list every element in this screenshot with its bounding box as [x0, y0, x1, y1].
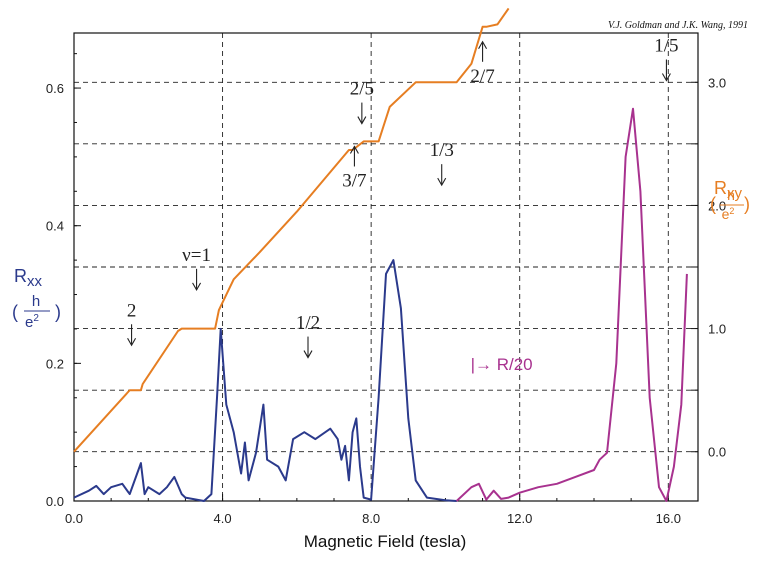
- series-line-rxy: [73, 7, 510, 453]
- x-tick-label: 8.0: [362, 511, 380, 526]
- svg-text:(: (: [710, 194, 716, 214]
- axis-ticks: 0.0 4.0 8.0 12.0 16.0 0.0 0.2 0.4 0.6 0.0 1.0 2.0 3.…: [46, 53, 726, 526]
- left-tick-label: 0.6: [46, 81, 64, 96]
- right-axis-label-sub: xy: [727, 185, 743, 202]
- annotations: 2 ν=1 1/2 3/7 2/5 1/3 2/7 1/5 |→ R/20: [127, 35, 679, 374]
- annotation-label: |→ R/20: [471, 355, 533, 374]
- annotation-arrowhead: [303, 350, 313, 359]
- svg-text:e2: e2: [722, 206, 735, 222]
- annotation-arrowhead: [437, 177, 447, 187]
- svg-text:(: (: [12, 302, 18, 322]
- annotation-label: 1/5: [654, 35, 678, 56]
- left-axis-label-sub: xx: [27, 273, 43, 290]
- x-axis-label: Magnetic Field (tesla): [304, 532, 467, 551]
- annotation-label: 2/7: [470, 66, 494, 87]
- right-tick-label: 2.0: [708, 198, 726, 213]
- left-tick-label: 0.2: [46, 356, 64, 371]
- right-tick-label: 1.0: [708, 322, 726, 337]
- annotation-label: 2: [127, 300, 137, 321]
- left-axis-unit-num: h: [32, 293, 40, 310]
- right-tick-label: 3.0: [708, 75, 726, 90]
- left-axis-unit-exp: 2: [33, 313, 39, 324]
- annotation-label: 1/2: [296, 313, 320, 334]
- svg-text:): ): [744, 194, 750, 214]
- series-line-r-20: [455, 107, 688, 502]
- svg-text:): ): [55, 302, 61, 322]
- right-axis-label: Rxy ( ) h e2: [710, 178, 750, 222]
- left-axis-unit-den: e: [25, 314, 33, 331]
- left-axis-label-main: R: [14, 266, 27, 286]
- left-axis-label: Rxx ( ) h e2: [12, 266, 61, 331]
- grid-lines: [74, 33, 698, 501]
- series-line-rxx: [73, 259, 457, 502]
- annotation-arrowhead: [127, 337, 137, 347]
- right-axis-unit-den: e: [722, 206, 730, 222]
- svg-text:Rxy: Rxy: [714, 178, 743, 202]
- x-tick-label: 0.0: [65, 511, 83, 526]
- annotation-label: 2/5: [350, 79, 374, 100]
- annotation-arrowhead: [349, 145, 359, 154]
- x-tick-label: 16.0: [656, 511, 681, 526]
- left-tick-label: 0.0: [46, 494, 64, 509]
- right-axis-unit-exp: 2: [729, 206, 734, 216]
- x-tick-label: 4.0: [214, 511, 232, 526]
- annotation-arrowhead: [478, 40, 488, 50]
- annotation-arrowhead: [357, 116, 367, 125]
- annotation-label: 1/3: [430, 140, 454, 161]
- right-tick-label: 0.0: [708, 445, 726, 460]
- annotation-arrowhead: [192, 282, 202, 291]
- x-tick-label: 12.0: [507, 511, 532, 526]
- citation: V.J. Goldman and J.K. Wang, 1991: [608, 20, 748, 31]
- left-tick-label: 0.4: [46, 219, 64, 234]
- right-axis-label-main: R: [714, 178, 727, 198]
- svg-text:e2: e2: [25, 313, 39, 331]
- annotation-arrowhead: [661, 73, 671, 82]
- svg-text:Rxx: Rxx: [14, 266, 43, 290]
- annotation-label: ν=1: [182, 245, 211, 266]
- annotation-label: 3/7: [342, 170, 366, 191]
- right-axis-unit-num: h: [727, 187, 735, 203]
